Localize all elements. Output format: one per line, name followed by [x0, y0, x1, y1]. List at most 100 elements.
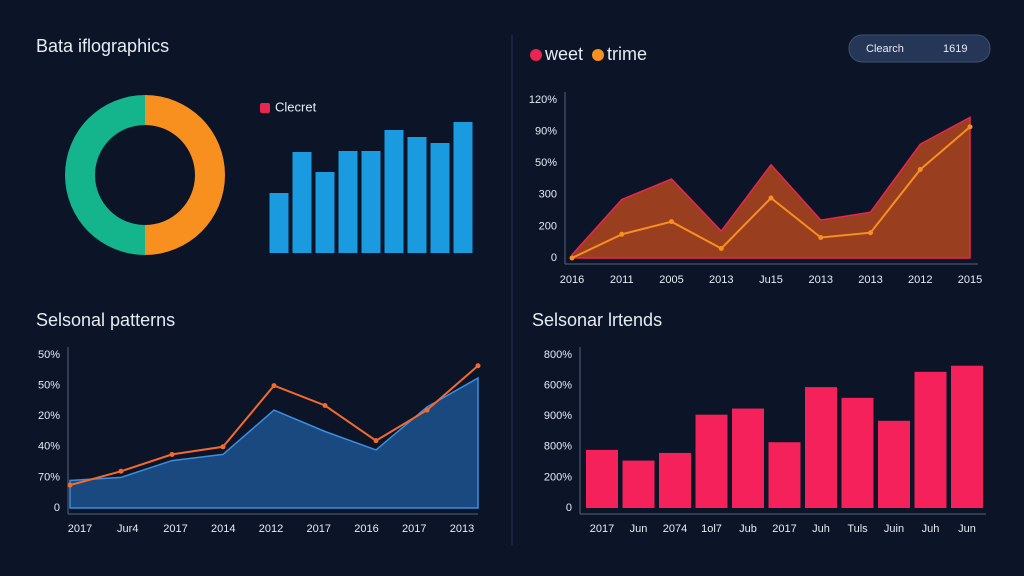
chart-title: Selsonar lrtends — [532, 310, 662, 330]
x-tick-label: 2013 — [858, 274, 882, 286]
chart-title: Selsonal patterns — [36, 310, 175, 330]
x-tick-label: 2013 — [450, 523, 474, 535]
x-tick-label: 2005 — [659, 274, 683, 286]
bar — [361, 151, 381, 253]
chart-title: Bata iflographics — [36, 36, 169, 56]
bar — [695, 414, 728, 508]
x-tick-label: 2013 — [709, 274, 733, 286]
x-tick-label: Ju15 — [759, 274, 783, 286]
x-tick-label: 2016 — [354, 523, 378, 535]
search-box[interactable] — [848, 34, 991, 63]
x-tick-label: 2017 — [307, 523, 331, 535]
x-tick-label: Juh — [922, 523, 940, 535]
x-tick-label: 2017 — [590, 523, 614, 535]
point — [475, 363, 481, 369]
point — [669, 219, 674, 225]
x-tick-label: Jub — [739, 523, 757, 535]
x-tick-label: Tuls — [847, 523, 868, 535]
point — [373, 438, 379, 444]
bar — [407, 137, 427, 253]
y-tick-label: 0 — [566, 502, 572, 514]
bar — [338, 151, 358, 253]
bar — [732, 408, 764, 508]
y-tick-label: 300 — [539, 189, 557, 201]
y-tick-label: 200% — [544, 471, 572, 483]
legend-marker — [592, 49, 604, 61]
bar — [805, 387, 837, 508]
y-tick-label: 20% — [38, 410, 60, 422]
x-tick-label: 2016 — [560, 274, 584, 286]
x-tick-label: 2015 — [958, 274, 982, 286]
bar — [453, 122, 473, 253]
legend-label: Clecret — [275, 99, 317, 114]
point — [67, 482, 73, 488]
bar — [878, 420, 910, 508]
y-tick-label: 120% — [529, 94, 557, 106]
point — [271, 383, 277, 389]
y-tick-label: 50% — [535, 157, 557, 169]
bar — [384, 130, 404, 253]
search-value: 1619 — [943, 43, 967, 55]
point — [967, 124, 973, 130]
point — [917, 167, 923, 173]
bar — [315, 172, 335, 253]
donut-slice — [145, 95, 225, 255]
x-tick-label: 2012 — [908, 274, 932, 286]
x-tick-label: 2017 — [68, 523, 92, 535]
bar — [622, 460, 655, 508]
x-tick-label: 2074 — [663, 523, 687, 535]
x-tick-label: Juh — [812, 523, 830, 535]
bar — [292, 152, 312, 253]
bar — [951, 365, 983, 508]
x-tick-label: 2013 — [809, 274, 833, 286]
y-tick-label: 50% — [38, 349, 60, 361]
point — [718, 246, 724, 252]
x-tick-label: Juin — [884, 523, 904, 535]
legend-label: trime — [607, 44, 647, 64]
legend-marker — [260, 103, 270, 113]
x-tick-label: Jun — [958, 523, 976, 535]
donut-slice — [65, 95, 145, 255]
point — [322, 402, 328, 408]
x-tick-label: 2017 — [772, 523, 796, 535]
y-tick-label: 600% — [544, 380, 572, 392]
point — [768, 195, 774, 201]
point — [569, 255, 575, 261]
x-tick-label: 2017 — [163, 523, 187, 535]
bar — [768, 442, 801, 508]
x-tick-label: 2017 — [402, 523, 426, 535]
legend-marker — [530, 49, 542, 61]
y-tick-label: 200 — [539, 220, 557, 232]
point — [118, 468, 124, 474]
y-tick-label: 800% — [544, 349, 572, 361]
bar — [269, 193, 289, 253]
x-tick-label: 2012 — [259, 523, 283, 535]
y-tick-label: 70% — [38, 471, 60, 483]
point — [424, 407, 430, 413]
point — [868, 230, 873, 236]
y-tick-label: 40% — [38, 441, 60, 453]
x-tick-label: Jun — [630, 523, 648, 535]
y-tick-label: 50% — [38, 380, 60, 392]
point — [818, 234, 824, 240]
point — [169, 451, 175, 457]
y-tick-label: 0 — [551, 252, 557, 264]
bar — [914, 371, 947, 508]
x-tick-label: 2014 — [211, 523, 235, 535]
bar — [586, 449, 618, 508]
point — [619, 231, 625, 237]
bar — [841, 397, 874, 508]
bar — [430, 143, 450, 253]
legend-label: weet — [544, 44, 583, 64]
y-tick-label: 0 — [54, 502, 60, 514]
y-tick-label: 800% — [544, 441, 572, 453]
bar — [659, 452, 691, 508]
area — [69, 376, 479, 509]
x-tick-label: Jur4 — [117, 523, 138, 535]
point — [220, 444, 226, 450]
x-tick-label: 2011 — [610, 274, 634, 286]
search-placeholder: Clearch — [866, 43, 904, 55]
y-tick-label: 90% — [535, 126, 557, 138]
